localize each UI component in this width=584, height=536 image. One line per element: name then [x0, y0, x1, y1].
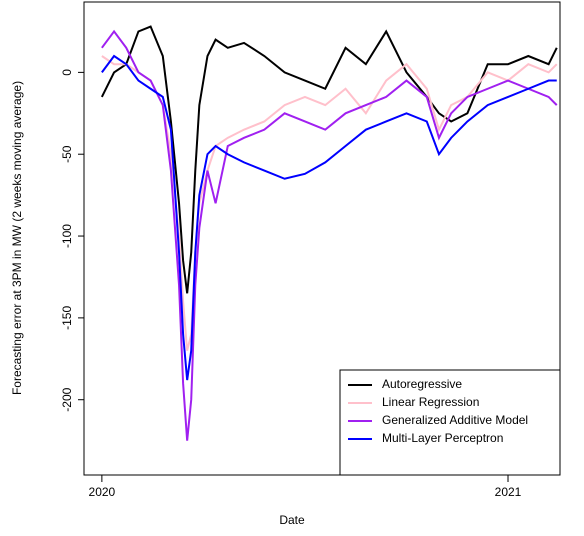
series-line [101, 55, 558, 351]
x-tick-label: 2020 [89, 485, 116, 499]
legend-label: Autoregressive [382, 377, 462, 391]
y-tick-label: -200 [60, 387, 74, 411]
y-tick-label: -100 [60, 224, 74, 248]
series-line [100, 25, 558, 294]
series-line [101, 54, 557, 381]
legend-box [339, 369, 561, 476]
legend-label: Linear Regression [382, 395, 479, 409]
y-tick-label: -150 [60, 306, 74, 330]
legend-label: Generalized Additive Model [382, 413, 528, 427]
y-tick-label: -50 [60, 145, 74, 163]
y-axis-label: Forecasting error at 3PM in MW (2 weeks … [10, 81, 24, 395]
legend-label: Multi-Layer Perceptron [382, 431, 503, 445]
x-tick-label: 2021 [495, 485, 522, 499]
x-axis-label: Date [279, 513, 305, 527]
series-line [101, 29, 558, 441]
y-tick-label: 0 [60, 69, 74, 76]
